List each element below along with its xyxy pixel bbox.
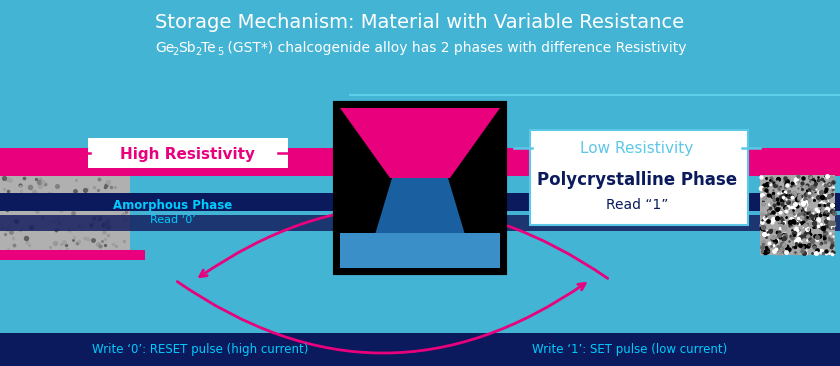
Bar [505, 148, 840, 176]
Bar [340, 233, 500, 268]
Bar [0, 215, 350, 231]
Text: (GST*) chalcogenide alloy has 2 phases with difference Resistivity: (GST*) chalcogenide alloy has 2 phases w… [223, 41, 686, 55]
Text: Te: Te [201, 41, 216, 55]
Polygon shape [365, 178, 475, 268]
Bar [0, 193, 350, 211]
Text: Ge: Ge [155, 41, 174, 55]
Text: Sb: Sb [178, 41, 196, 55]
Text: Read ‘0’: Read ‘0’ [150, 215, 196, 225]
Text: 5: 5 [217, 47, 223, 57]
Bar [505, 193, 840, 211]
Text: 2: 2 [172, 47, 178, 57]
FancyArrowPatch shape [200, 207, 607, 279]
Bar [335, 103, 505, 273]
Bar [0, 175, 130, 255]
Text: Amorphous Phase: Amorphous Phase [113, 198, 233, 212]
Polygon shape [340, 108, 500, 178]
FancyArrowPatch shape [177, 281, 585, 353]
Text: Write ‘0’: RESET pulse (high current): Write ‘0’: RESET pulse (high current) [92, 344, 308, 356]
Text: Storage Mechanism: Material with Variable Resistance: Storage Mechanism: Material with Variabl… [155, 12, 685, 31]
Bar [760, 175, 835, 255]
Bar [335, 103, 505, 273]
Bar [0, 250, 145, 260]
FancyBboxPatch shape [88, 138, 288, 168]
Text: Low Resistivity: Low Resistivity [580, 141, 694, 156]
FancyBboxPatch shape [530, 130, 748, 225]
Text: 2: 2 [195, 47, 202, 57]
Bar [505, 215, 840, 231]
Text: Polycrystalline Phase: Polycrystalline Phase [537, 171, 737, 189]
Text: Read “1”: Read “1” [606, 198, 668, 212]
Text: Write ‘1’: SET pulse (low current): Write ‘1’: SET pulse (low current) [533, 344, 727, 356]
Bar [0, 333, 840, 366]
Bar [0, 148, 350, 176]
Text: High Resistivity: High Resistivity [119, 146, 255, 161]
